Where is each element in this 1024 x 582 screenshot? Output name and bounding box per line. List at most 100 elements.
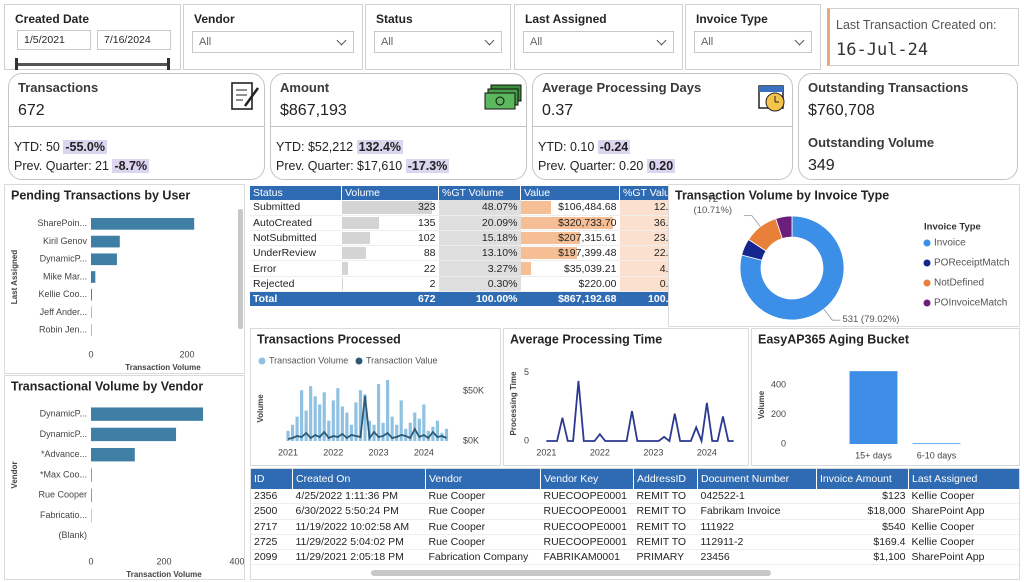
chart-title: Average Processing Time bbox=[510, 332, 662, 346]
kpi-prev: Prev. Quarter: 0.20 0.20 bbox=[538, 159, 676, 173]
table-cell: Fabrication Company bbox=[428, 551, 529, 564]
table-row: 2725 11/29/2022 5:04:02 PM Rue Cooper RUECO… bbox=[251, 534, 1019, 550]
date-start[interactable]: 1/5/2021 bbox=[17, 30, 91, 50]
header-row: ID Created On Vendor Vendor Key AddressID Doc… bbox=[251, 469, 1019, 489]
last-assigned-filter[interactable]: Last Assigned All bbox=[514, 4, 683, 70]
kpi-title: Outstanding Transactions bbox=[808, 80, 969, 95]
kpi-title: Transactions bbox=[18, 80, 99, 95]
kpi-prev-change: -8.7% bbox=[112, 159, 150, 173]
divider bbox=[271, 126, 526, 127]
icon bbox=[231, 82, 260, 110]
legend-marker bbox=[923, 259, 931, 267]
legend-label: Transaction Volume bbox=[269, 355, 348, 365]
invoice-type-filter[interactable]: Invoice Type All bbox=[685, 4, 821, 70]
dropdown[interactable]: All bbox=[374, 31, 502, 53]
table-cell: Fabrikam Invoice bbox=[700, 505, 781, 518]
chart-panel: Transactional Volume by Vendor DynamicP..… bbox=[4, 375, 245, 580]
table-cell: Rue Cooper bbox=[428, 490, 486, 503]
bar bbox=[381, 422, 385, 441]
table-cell: $18,000 bbox=[867, 505, 906, 518]
x-tick-label: 2021 bbox=[536, 447, 556, 457]
x-axis-label: Transaction Volume bbox=[126, 570, 202, 579]
table-cell: PRIMARY bbox=[636, 551, 685, 564]
cell-text: 323 bbox=[417, 201, 436, 214]
kpi-ytd-text: YTD: $52,212 bbox=[276, 140, 354, 154]
y-axis-label: Volume bbox=[256, 394, 265, 423]
x-tick-label: 2023 bbox=[369, 447, 389, 457]
slider-handle[interactable] bbox=[167, 58, 170, 70]
bar bbox=[358, 390, 363, 441]
cell-text: $207,315.61 bbox=[558, 232, 617, 245]
table-cell: AutoCreated bbox=[253, 216, 312, 229]
bar bbox=[300, 390, 304, 441]
x-tick-label: 2024 bbox=[697, 447, 717, 457]
kpi-ytd: YTD: 50 -55.0% bbox=[14, 140, 107, 154]
dropdown[interactable]: All bbox=[192, 31, 354, 53]
table-cell: 11/29/2021 2:05:18 PM bbox=[295, 551, 404, 564]
data-bar bbox=[520, 216, 613, 229]
date-slider[interactable] bbox=[17, 63, 169, 66]
table-cell: Kellie Cooper bbox=[911, 536, 975, 549]
bar bbox=[91, 448, 135, 462]
table-cell: Rue Cooper bbox=[428, 536, 486, 549]
legend-label: Transaction Value bbox=[366, 355, 438, 365]
donut-slice bbox=[775, 215, 793, 240]
bar bbox=[413, 412, 417, 441]
data-bar bbox=[520, 247, 578, 260]
details-table: ID Created On Vendor Vendor Key AddressID Doc… bbox=[250, 468, 1020, 580]
date-filter[interactable]: Created Date 1/5/2021 7/16/2024 bbox=[4, 4, 181, 70]
y-tick-label: SharePoin... bbox=[37, 218, 87, 228]
x-tick-label: 2022 bbox=[323, 447, 343, 457]
bar bbox=[435, 420, 440, 441]
kpi-prev: Prev. Quarter: 21 -8.7% bbox=[14, 159, 150, 173]
kpi-title: Outstanding Volume bbox=[808, 135, 935, 150]
table-cell: RUECOOPE0001 bbox=[543, 536, 627, 549]
chart-panel: Average Processing Time 0 5 2021 2022 2023 202… bbox=[503, 328, 749, 466]
table-cell: 042522-1 bbox=[700, 490, 745, 503]
table-cell: REMIT TO bbox=[636, 536, 687, 549]
y2-tick-label: $0K bbox=[463, 435, 479, 445]
y-tick-label: 400 bbox=[771, 380, 786, 390]
bar bbox=[331, 400, 335, 441]
table-cell: $35,039.21 bbox=[520, 261, 620, 276]
table-cell: Error bbox=[253, 262, 277, 275]
bar bbox=[912, 443, 961, 444]
bar bbox=[290, 424, 295, 441]
slider-handle[interactable] bbox=[15, 58, 18, 70]
chart: Pending Transactions by User SharePoin...… bbox=[10, 188, 243, 372]
bar bbox=[345, 412, 349, 441]
kpi-value: 349 bbox=[808, 157, 835, 174]
chart-title: Transactional Volume by Vendor bbox=[11, 379, 203, 393]
dropdown[interactable]: All bbox=[694, 31, 812, 53]
y-tick-label: DynamicP... bbox=[40, 409, 87, 419]
y2-tick-label: $50K bbox=[463, 385, 484, 395]
column-header: Volume bbox=[341, 186, 439, 201]
table-cell: 100.00% bbox=[476, 293, 518, 306]
table-cell: NotSubm bbox=[1020, 550, 1021, 565]
status-filter[interactable]: Status All bbox=[365, 4, 511, 70]
bar bbox=[91, 488, 92, 502]
table-cell: 135 bbox=[341, 215, 439, 230]
data-bar bbox=[341, 201, 432, 214]
scrollbar[interactable] bbox=[371, 570, 771, 576]
date-end[interactable]: 7/16/2024 bbox=[97, 30, 171, 50]
data-label: 531 (79.02%) bbox=[842, 314, 900, 326]
chart-title: EasyAP365 Aging Bucket bbox=[758, 332, 910, 346]
table-cell: $123 bbox=[882, 490, 906, 503]
table-cell: 112911-2 bbox=[700, 536, 744, 549]
dropdown[interactable]: All bbox=[523, 31, 674, 53]
cell-text: $197,399.48 bbox=[558, 247, 617, 260]
table-cell: $207,315.61 bbox=[520, 230, 620, 245]
x-tick-label: 400 bbox=[229, 556, 244, 566]
table-cell: $220.00 bbox=[520, 276, 620, 291]
vendor-filter[interactable]: Vendor All bbox=[183, 4, 363, 70]
status-table: Status Volume %GT Volume Value %GT Value Subm… bbox=[250, 186, 693, 312]
x-tick-label: 2024 bbox=[414, 447, 434, 457]
leader-line bbox=[823, 308, 841, 321]
data-bar bbox=[341, 231, 370, 245]
bar bbox=[286, 430, 290, 441]
table-row: 2356 4/25/2022 1:11:36 PM Rue Cooper RUECOO… bbox=[251, 489, 1019, 504]
